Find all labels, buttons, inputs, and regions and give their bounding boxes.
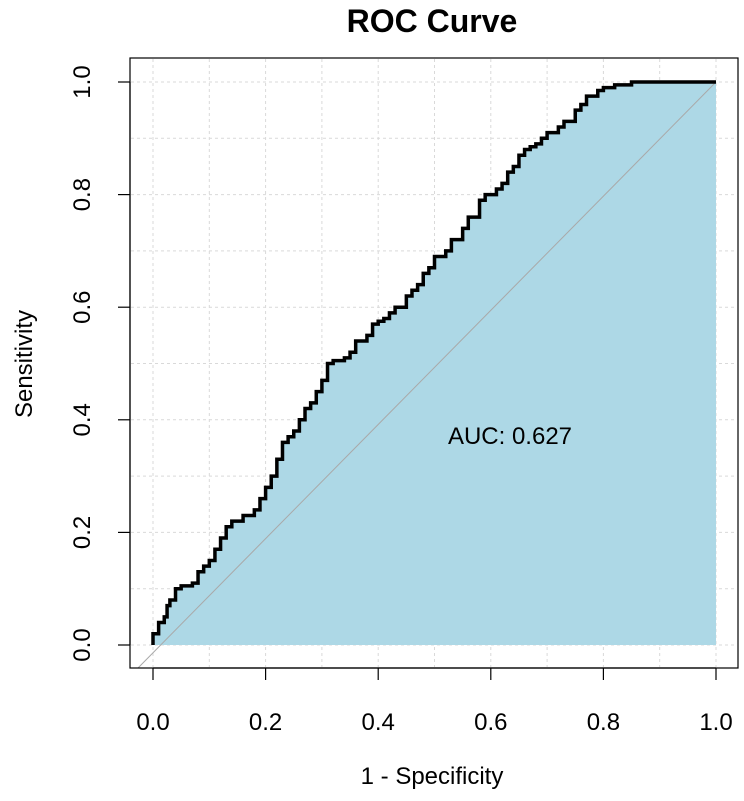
auc-annotation: AUC: 0.627 (448, 423, 572, 450)
y-tick-label-0: 0.0 (69, 628, 96, 661)
y-tick-label-1: 0.2 (69, 516, 96, 549)
x-tick-label-0: 0.0 (136, 709, 169, 736)
x-tick-label-2: 0.4 (362, 709, 395, 736)
x-axis: 0.0 0.2 0.4 0.6 0.8 1.0 (136, 667, 733, 736)
roc-curve-line (151, 80, 716, 645)
x-axis-label: 1 - Specificity (361, 763, 504, 790)
x-tick-label-5: 1.0 (699, 709, 732, 736)
diagonal-reference-line (137, 81, 717, 669)
x-tick-label-4: 0.8 (587, 709, 620, 736)
y-axis-label: Sensitivity (11, 310, 38, 418)
x-tick-label-3: 0.6 (474, 709, 507, 736)
y-tick-label-3: 0.6 (69, 291, 96, 324)
y-tick-label-5: 1.0 (69, 65, 96, 98)
y-tick-label-2: 0.4 (69, 403, 96, 436)
x-tick-label-1: 0.2 (249, 709, 282, 736)
chart-title: ROC Curve (347, 3, 518, 39)
y-tick-label-4: 0.8 (69, 178, 96, 211)
auc-area (153, 82, 716, 645)
y-axis: 0.0 0.2 0.4 0.6 0.8 1.0 (69, 65, 131, 662)
